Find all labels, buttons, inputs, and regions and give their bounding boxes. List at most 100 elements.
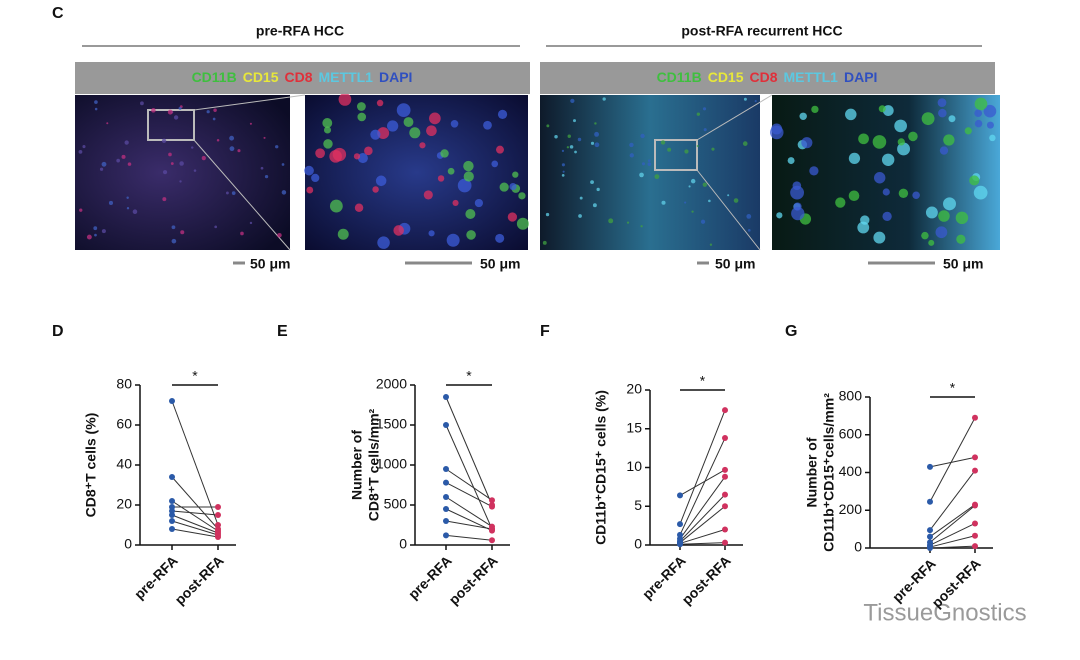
point — [489, 497, 495, 504]
cell — [590, 180, 594, 185]
cell — [315, 148, 325, 159]
cell — [647, 162, 652, 166]
y-tick-label: 1000 — [376, 456, 407, 472]
image — [305, 95, 528, 250]
point — [972, 414, 978, 421]
point — [722, 539, 728, 546]
cell — [179, 180, 182, 183]
cell — [542, 240, 547, 245]
point — [677, 521, 683, 528]
point — [927, 533, 933, 540]
cell — [474, 198, 483, 208]
point — [443, 506, 449, 512]
cell — [94, 100, 98, 104]
cell — [561, 163, 565, 167]
cell — [955, 211, 969, 225]
pair-line — [929, 504, 976, 538]
pair-line — [445, 534, 493, 541]
pair-line — [929, 456, 976, 468]
cell — [483, 120, 492, 130]
cell — [170, 162, 174, 165]
marker-bar — [75, 62, 530, 94]
cell — [126, 207, 130, 210]
cell — [835, 197, 846, 208]
cell — [640, 225, 643, 228]
cell — [94, 233, 97, 237]
cell — [661, 200, 666, 205]
point — [215, 534, 221, 540]
cell — [357, 153, 368, 164]
cell — [306, 186, 314, 194]
cell — [696, 112, 701, 116]
cell — [426, 125, 437, 137]
cell — [562, 170, 565, 173]
cell — [370, 129, 381, 140]
cell — [684, 201, 687, 204]
cell — [809, 166, 819, 176]
cell — [921, 112, 935, 126]
cell — [974, 119, 983, 128]
y-tick-label: 20 — [116, 496, 132, 512]
cell — [419, 142, 426, 149]
cell — [275, 145, 279, 149]
cell — [140, 101, 144, 106]
cell — [897, 142, 911, 156]
cell — [787, 157, 795, 165]
y-axis-label: CD11b⁺CD15⁺ cells (%) — [593, 390, 609, 545]
cell — [754, 100, 757, 103]
cell — [848, 152, 861, 164]
cell — [78, 150, 83, 154]
cell — [986, 121, 994, 129]
point — [215, 512, 221, 518]
panel-label: F — [540, 323, 550, 340]
point — [972, 502, 978, 509]
cell — [567, 134, 571, 138]
point — [677, 541, 683, 548]
cell — [688, 185, 691, 188]
cell — [124, 140, 129, 145]
cell — [101, 229, 106, 234]
cell — [191, 146, 194, 149]
cell — [375, 175, 387, 187]
cell — [873, 231, 886, 244]
y-tick-label: 200 — [839, 501, 863, 517]
y-tick-label: 500 — [384, 496, 408, 512]
cell — [989, 134, 996, 142]
cell — [396, 103, 411, 117]
cell — [329, 199, 343, 213]
cell — [912, 191, 920, 200]
cell — [277, 232, 282, 238]
cell — [491, 160, 499, 168]
cell — [311, 173, 320, 183]
cell — [873, 172, 886, 184]
cell — [546, 124, 550, 128]
pair-line — [679, 494, 726, 542]
marker: CD11B — [192, 69, 237, 85]
y-tick-label: 0 — [634, 536, 642, 552]
cell — [790, 185, 804, 200]
pair-line — [445, 520, 493, 530]
cell — [403, 117, 414, 127]
point — [722, 435, 728, 442]
cell — [703, 128, 707, 132]
cell — [409, 127, 421, 139]
significance: * — [466, 368, 472, 384]
cell — [746, 214, 752, 219]
y-tick-label: 40 — [116, 456, 132, 472]
cell — [690, 178, 696, 184]
panel-label: D — [52, 323, 64, 340]
pair-line — [929, 505, 976, 543]
point — [443, 494, 449, 500]
cell — [509, 182, 517, 191]
cell — [229, 135, 235, 141]
pair-line — [679, 469, 726, 496]
cell — [691, 210, 694, 213]
marker: CD15 — [243, 69, 279, 85]
cell — [948, 115, 956, 123]
cell — [322, 118, 333, 128]
cell — [594, 142, 600, 148]
image — [75, 95, 290, 250]
cell — [590, 141, 595, 145]
watermark: TissueGnostics — [863, 599, 1026, 626]
cell — [281, 190, 287, 195]
